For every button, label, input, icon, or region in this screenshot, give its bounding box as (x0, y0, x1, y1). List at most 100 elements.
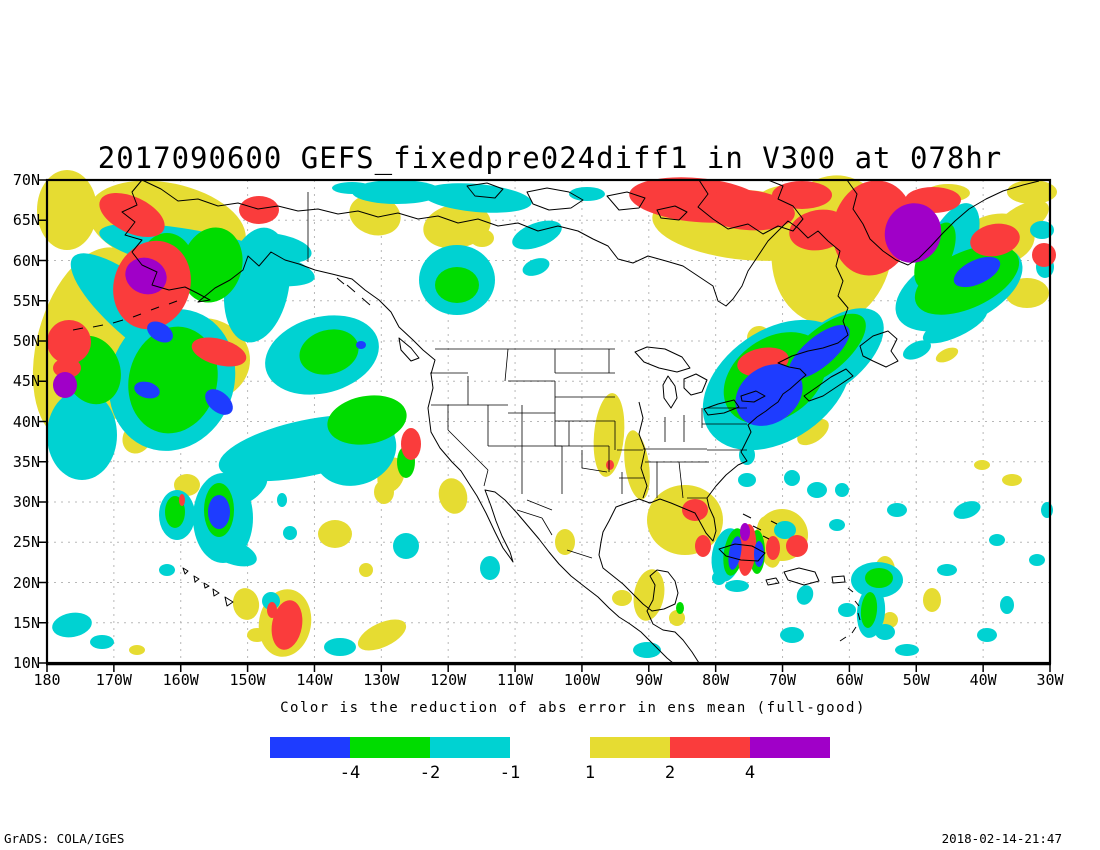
contour-region (332, 182, 372, 194)
colorbar-cell (270, 737, 350, 758)
coastline (662, 375, 678, 409)
coastline (656, 205, 688, 221)
contour-region (914, 222, 956, 288)
coastline (336, 277, 371, 306)
plot-title: 2017090600 GEFS_fixedpre024diff1 in V300… (97, 141, 1003, 175)
contour-region (606, 460, 614, 470)
x-tick-label: 30W (1036, 671, 1064, 689)
coastline (742, 513, 778, 540)
contour-region (179, 494, 185, 506)
x-tick-label: 150W (229, 671, 266, 689)
contour-region (735, 364, 803, 426)
contour-region (989, 534, 1005, 546)
coastline (398, 337, 420, 362)
contour-region (739, 445, 755, 465)
state-border (581, 467, 608, 473)
grads-credit: GrADS: COLA/IGES (4, 831, 125, 846)
y-tick-label: 60N (12, 251, 40, 270)
state-border (526, 499, 553, 511)
coastline (697, 179, 804, 235)
coastline (846, 179, 1040, 266)
contour-region (522, 258, 550, 276)
contour-region (774, 521, 796, 539)
contour-region (977, 628, 997, 642)
state-border (504, 348, 509, 382)
contour-region (887, 503, 907, 517)
y-tick-label: 40N (12, 412, 40, 431)
contour-region (357, 619, 407, 651)
contour-region (780, 627, 804, 643)
contour-region (695, 535, 711, 557)
contour-region (838, 603, 856, 617)
contour-region (181, 227, 243, 303)
map-plot (0, 170, 1100, 700)
contour-region (191, 337, 247, 367)
coastline (765, 577, 780, 586)
contour-region (232, 588, 260, 620)
plot-timestamp: 2018-02-14-21:47 (941, 831, 1062, 846)
contour-region (865, 568, 893, 588)
contour-region (52, 612, 92, 638)
state-border (541, 517, 553, 536)
contour-region (207, 537, 257, 567)
contour-region (374, 480, 394, 504)
contour-region (633, 642, 661, 658)
contour-region (788, 325, 850, 379)
contour-region (349, 194, 401, 236)
contour-region (283, 526, 297, 540)
coastline (803, 368, 854, 402)
contour-region (267, 602, 277, 618)
x-tick-label: 110W (497, 671, 534, 689)
contour-region (772, 181, 832, 209)
contour-region (438, 478, 468, 514)
contour-region (974, 460, 990, 470)
contour-region (99, 192, 165, 238)
contour-region (882, 612, 898, 628)
x-tick-label: 180 (33, 671, 61, 689)
coastline (72, 300, 178, 331)
contour-region (669, 610, 685, 626)
colorbar-tick-label: -2 (419, 763, 441, 783)
contour-region (1000, 596, 1014, 614)
colorbar-cell (590, 737, 670, 758)
contour-region (1041, 502, 1053, 518)
coastline (121, 179, 674, 664)
contour-region (895, 644, 919, 656)
contour-region (277, 493, 287, 507)
y-tick-label: 70N (12, 171, 40, 189)
contour-region (53, 358, 81, 378)
contour-region (953, 256, 1001, 288)
contour-region (875, 624, 895, 640)
contour-region (712, 571, 726, 585)
contour-region (647, 485, 723, 555)
contour-region (754, 541, 764, 567)
contour-region (1032, 243, 1056, 267)
contour-region (593, 393, 625, 477)
contour-region (699, 189, 795, 231)
colorbar-tick-label: -1 (499, 763, 521, 783)
contour-region (134, 381, 160, 399)
contour-region (147, 321, 173, 343)
x-tick-label: 60W (835, 671, 863, 689)
contour-region (612, 590, 632, 606)
contour-region (352, 180, 442, 204)
colorbar-tick-label: 1 (584, 763, 596, 783)
contour-region (401, 428, 421, 460)
contour-region (682, 499, 708, 521)
y-tick-label: 45N (12, 372, 40, 391)
contour-region (90, 635, 114, 649)
contour-region (923, 588, 941, 612)
colorbar-tick-label: 4 (744, 763, 756, 783)
colorbar-cell (350, 737, 430, 758)
y-tick-label: 20N (12, 573, 40, 592)
colorbar-cell (670, 737, 750, 758)
contour-region (480, 556, 500, 580)
coastline (638, 401, 648, 499)
contour-region (738, 473, 756, 487)
contour-region (807, 482, 827, 498)
x-tick-label: 130W (363, 671, 400, 689)
contour-region (1030, 221, 1054, 239)
contour-region (970, 223, 1020, 257)
x-tick-label: 80W (702, 671, 730, 689)
coastline (703, 399, 740, 416)
